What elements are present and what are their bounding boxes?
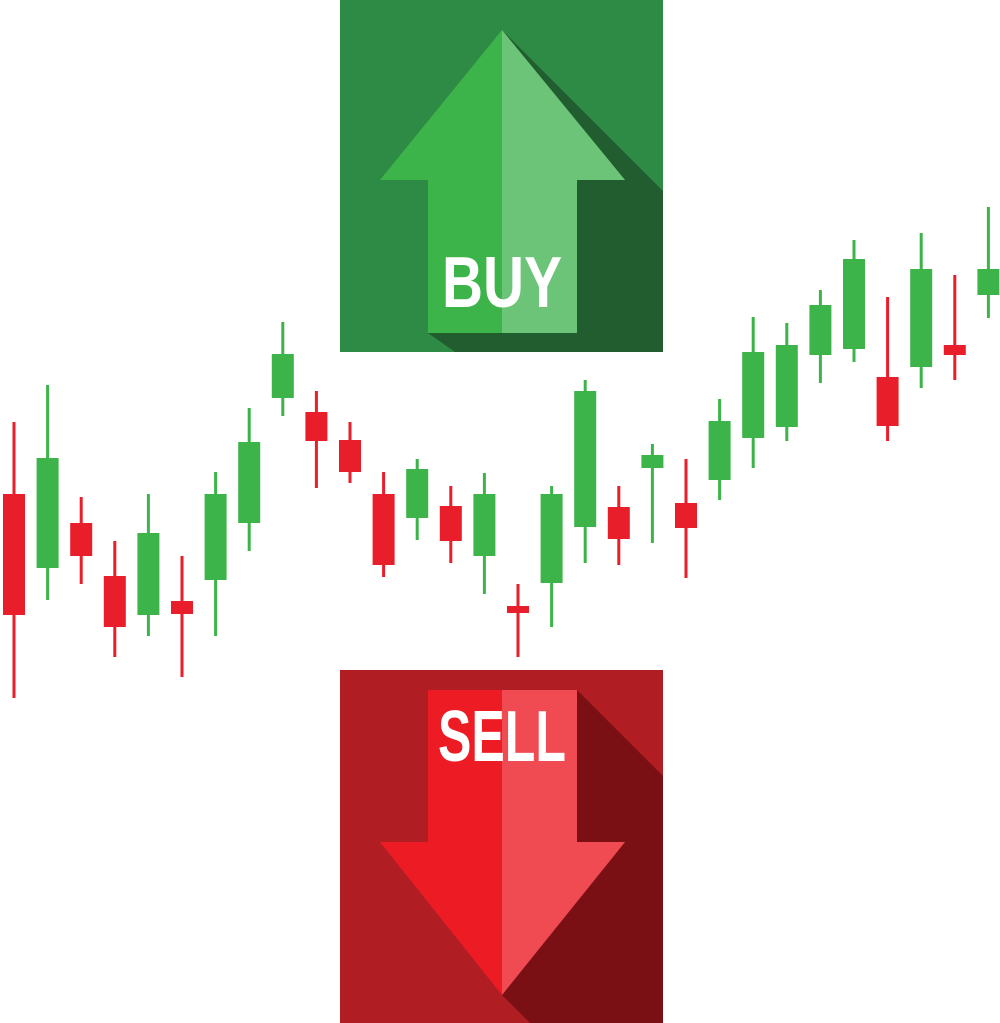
candle-body	[910, 269, 933, 367]
candle-body	[406, 469, 429, 518]
buy-arrow-left	[380, 30, 502, 333]
candle-body	[607, 507, 630, 539]
candle-body	[171, 601, 193, 614]
candle-body	[843, 259, 865, 349]
sell-label: SELL	[438, 697, 566, 777]
sell-arrow-right	[502, 690, 625, 995]
candle-body	[809, 305, 832, 355]
candle-body	[204, 494, 227, 580]
buy-arrow-right	[502, 30, 625, 333]
candle-body	[305, 412, 328, 441]
candle-body	[507, 606, 529, 613]
sell-icon[interactable]: SELL	[340, 670, 663, 1023]
candle-body	[675, 503, 697, 528]
buy-label: BUY	[442, 243, 562, 323]
candle-body	[775, 345, 798, 427]
candle-body	[439, 506, 462, 541]
candle-body	[137, 533, 160, 615]
candle-body	[473, 494, 496, 556]
candle-body	[271, 354, 294, 398]
buy-shadow	[428, 30, 663, 352]
candle-body	[339, 440, 361, 472]
candle-body	[70, 523, 93, 556]
candle-body	[574, 391, 597, 527]
candle-body	[943, 345, 966, 355]
sell-shadow	[502, 690, 663, 1023]
candle-body	[540, 494, 563, 583]
sell-arrow-left	[380, 690, 502, 995]
candle-body	[372, 494, 395, 565]
buy-icon[interactable]: BUY	[340, 0, 663, 352]
candle-body	[876, 377, 899, 426]
candle-body	[742, 352, 765, 438]
candle-body	[36, 458, 59, 568]
candle-body	[103, 576, 126, 627]
candle-body	[3, 494, 25, 615]
candle-body	[977, 269, 1000, 295]
candle-body	[641, 455, 664, 468]
candle-body	[238, 442, 261, 523]
candle-body	[708, 421, 731, 480]
